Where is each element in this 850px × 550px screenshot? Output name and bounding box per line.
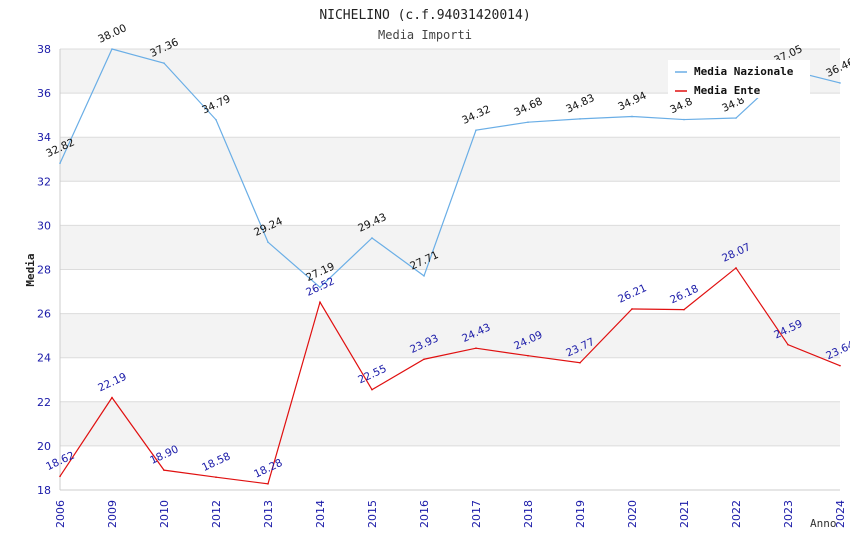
data-point [267,241,269,243]
x-tick-label: 2021 [678,500,691,528]
data-point [163,62,165,64]
data-point [475,347,477,350]
data-point [111,48,113,50]
legend: Media Nazionale Media Ente [668,60,810,98]
data-point [215,476,217,479]
data-point [111,396,113,399]
x-tick-label: 2006 [54,500,67,528]
grid-band [60,445,840,490]
x-tick-label: 2019 [574,500,587,528]
data-point [59,162,61,165]
y-tick-label: 20 [37,440,51,453]
legend-label-nazionale: Media Nazionale [694,65,794,78]
x-tick-label: 2017 [470,500,483,528]
data-point [839,82,841,84]
y-tick-label: 32 [37,175,51,188]
x-tick-label: 2018 [522,500,535,528]
data-point [319,301,321,303]
legend-label-ente: Media Ente [694,84,761,97]
x-tick-label: 2022 [730,500,743,528]
data-point [631,308,633,310]
x-tick-label: 2010 [158,500,171,528]
data-point [215,118,217,121]
data-label: 38.00 [96,22,128,46]
data-point [839,364,841,367]
x-tick-label: 2016 [418,500,431,528]
data-point [735,267,737,269]
data-point [631,115,633,118]
chart-subtitle: Media Importi [378,28,472,42]
data-point [475,129,477,131]
data-point [59,475,61,478]
y-tick-label: 24 [37,352,51,365]
grid-bands [59,48,840,491]
y-axis-label: Media [24,253,37,286]
grid-band [60,137,840,182]
data-point [683,308,685,311]
y-tick-label: 28 [37,264,51,277]
series-line-ente [59,267,841,485]
chart-title: NICHELINO (c.f.94031420014) [319,8,530,23]
y-tick-label: 36 [37,87,51,100]
data-point [735,117,737,119]
grid-band [60,225,840,270]
data-point [163,469,165,471]
grid-band [60,269,840,314]
data-point [371,388,373,391]
y-tick-label: 18 [37,484,51,497]
x-tick-label: 2012 [210,500,223,528]
legend-box [668,60,810,98]
data-point [579,118,581,120]
x-tick-label: 2023 [782,500,795,528]
y-tick-label: 26 [37,308,51,321]
x-tick-label: 2024 [834,500,847,528]
x-tick-label: 2009 [106,500,119,528]
data-point [579,361,581,364]
grid-band [60,401,840,446]
x-tick-label: 2020 [626,500,639,528]
x-tick-label: 2013 [262,500,275,528]
x-axis-label: Anno [810,517,837,530]
x-tick-label: 2014 [314,500,327,528]
data-point [423,275,425,277]
data-point [319,286,321,289]
data-point [371,237,373,239]
y-tick-label: 34 [37,131,51,144]
data-point [527,354,529,357]
series-line-nazionale [59,48,841,289]
y-tick-label: 38 [37,43,51,56]
x-tick-label: 2015 [366,500,379,528]
y-tick-label: 30 [37,219,51,232]
grid-band [60,357,840,402]
x-axis-ticks: 2006 2009 2010 2012 2013 2014 2015 2016 2017 2018… [54,500,847,528]
y-axis-ticks: 18 20 22 24 26 28 30 32 34 36 38 [37,43,51,497]
data-point [423,358,425,361]
data-point [787,343,789,346]
grid-band [60,313,840,358]
grid-band [60,93,840,138]
data-point [267,483,269,485]
data-point [683,118,685,121]
data-point [527,121,529,124]
y-tick-label: 22 [37,396,51,409]
